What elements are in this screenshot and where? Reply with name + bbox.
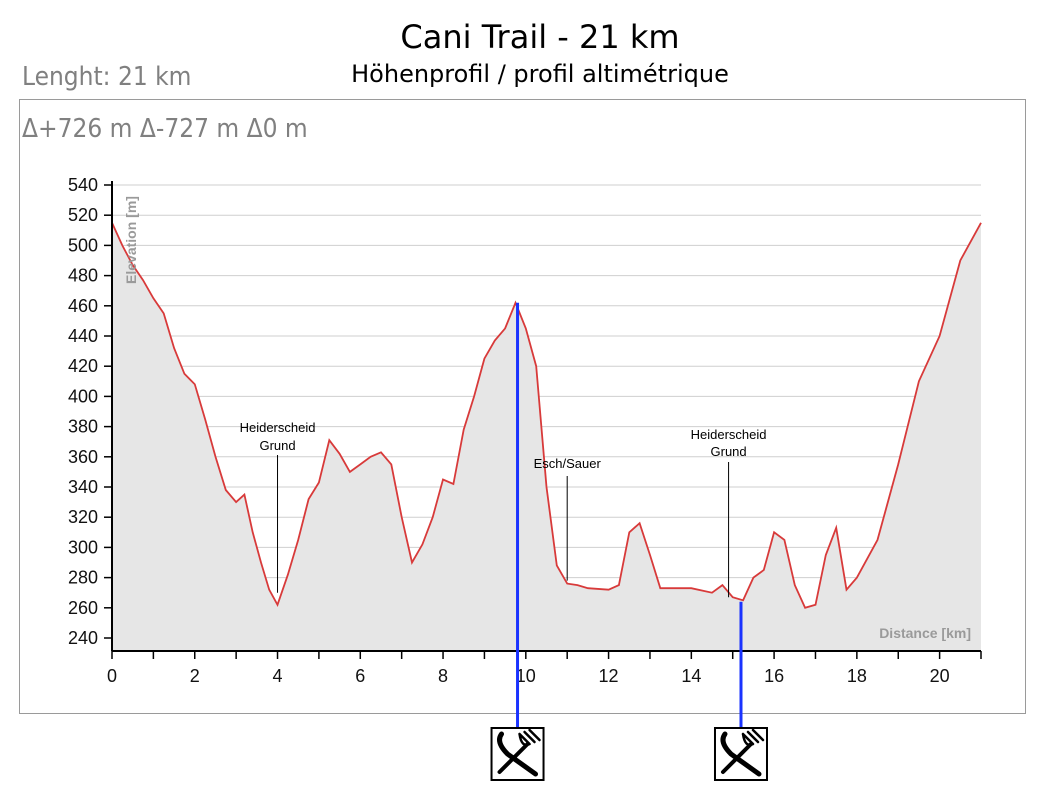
x-tick-label: 6 (355, 666, 365, 686)
y-tick-label: 340 (68, 477, 98, 497)
axes: 2402602803003203403603804004204404604805… (68, 175, 982, 686)
y-tick-label: 260 (68, 598, 98, 618)
y-tick-label: 480 (68, 266, 98, 286)
y-tick-label: 240 (68, 628, 98, 648)
x-tick-label: 16 (764, 666, 784, 686)
chart-title: Cani Trail - 21 km (400, 18, 680, 56)
y-tick-label: 500 (68, 235, 98, 255)
x-tick-label: 10 (516, 666, 536, 686)
chart-frame (19, 99, 1026, 714)
x-tick-label: 20 (930, 666, 950, 686)
y-tick-label: 520 (68, 205, 98, 225)
annotation-label: Heiderscheid (691, 427, 767, 442)
y-tick-label: 400 (68, 386, 98, 406)
x-tick-label: 0 (107, 666, 117, 686)
fork-tines (518, 728, 541, 747)
y-tick-label: 440 (68, 326, 98, 346)
food-markers (490, 302, 768, 781)
annotation-label: Grund (711, 444, 747, 459)
y-tick-label: 460 (68, 296, 98, 316)
elevation-line (111, 222, 982, 609)
y-tick-label: 320 (68, 507, 98, 527)
x-tick-label: 2 (190, 666, 200, 686)
x-tick-label: 14 (681, 666, 701, 686)
elevation-stats: Δ+726 m Δ-727 m Δ0 m (22, 114, 308, 144)
x-axis-label: Distance [km] (879, 625, 971, 641)
annotation-label: Heiderscheid (240, 420, 316, 435)
trail-length: Lenght: 21 km (22, 62, 192, 92)
elevation-fill (112, 222, 981, 652)
y-tick-label: 380 (68, 417, 98, 437)
annotation-label: Grund (259, 438, 295, 453)
knife-blade (720, 731, 762, 777)
knife-blade (497, 731, 539, 777)
y-tick-label: 420 (68, 356, 98, 376)
y-tick-label: 540 (68, 175, 98, 195)
fork-tines (741, 728, 765, 747)
y-axis-label: Elevation [m] (123, 196, 139, 284)
fork-knife-icon (713, 727, 768, 781)
x-tick-label: 12 (599, 666, 619, 686)
annotations: Heiderscheid Grund Esch/Sauer Heiderscheid G… (240, 420, 767, 598)
fork-knife-icon (490, 727, 545, 781)
x-tick-label: 4 (273, 666, 283, 686)
annotation-label: Esch/Sauer (534, 456, 602, 471)
chart-subtitle: Höhenprofil / profil altimétrique (351, 60, 729, 88)
y-tick-label: 280 (68, 568, 98, 588)
x-tick-label: 18 (847, 666, 867, 686)
x-tick-label: 8 (438, 666, 448, 686)
y-tick-label: 360 (68, 447, 98, 467)
elevation-area (111, 222, 982, 652)
y-tick-label: 300 (68, 537, 98, 557)
